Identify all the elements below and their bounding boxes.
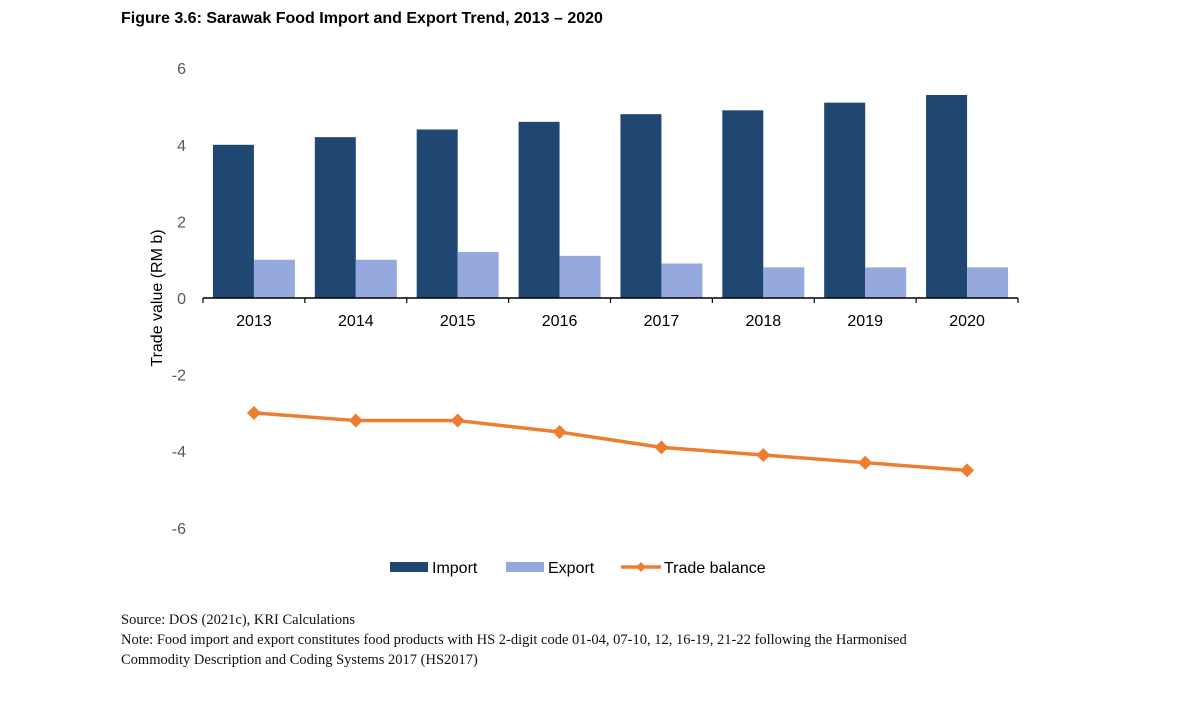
bar-export-2015	[457, 252, 499, 298]
y-tick-label: 4	[177, 138, 186, 155]
bar-import-2014	[314, 137, 356, 298]
bar-export-2013	[253, 259, 295, 298]
x-tick-label: 2014	[338, 313, 374, 330]
x-axis: 2013 2014 2015 2016 2017 2018 2019 2020	[202, 297, 1019, 330]
trade-balance-marker-2017	[654, 440, 669, 455]
bars	[212, 95, 1009, 298]
figure-footer: Source: DOS (2021c), KRI Calculations No…	[121, 610, 1081, 670]
bar-export-2018	[763, 267, 805, 298]
bar-import-2015	[416, 129, 458, 298]
legend-label-export: Export	[548, 560, 595, 577]
bar-import-2017	[620, 114, 662, 298]
trade-balance-marker-2016	[552, 425, 567, 440]
trade-balance-marker-2013	[246, 405, 261, 420]
bar-export-2014	[355, 259, 397, 298]
trade-balance-line-group	[246, 405, 975, 478]
bar-import-2013	[212, 144, 254, 298]
y-tick-label: -4	[172, 444, 186, 461]
note-text-line-2: Commodity Description and Coding Systems…	[121, 652, 478, 668]
legend-swatch-export	[506, 562, 544, 572]
trade-balance-marker-2020	[960, 463, 975, 478]
y-axis-ticks: -6 -4 -2 0 2 4 6	[172, 61, 186, 538]
x-tick-label: 2017	[644, 313, 680, 330]
bar-export-2020	[967, 267, 1009, 298]
y-tick-label: 0	[177, 291, 186, 308]
bar-import-2018	[722, 110, 764, 298]
y-tick-label: -2	[172, 368, 186, 385]
bar-import-2020	[926, 95, 968, 298]
note-text-line-1: Note: Food import and export constitutes…	[121, 632, 907, 648]
bar-export-2019	[865, 267, 907, 298]
trade-balance-marker-2019	[858, 455, 873, 470]
source-text: Source: DOS (2021c), KRI Calculations	[121, 612, 355, 628]
x-tick-label: 2015	[440, 313, 476, 330]
y-tick-label: -6	[172, 521, 186, 538]
x-tick-label: 2016	[542, 313, 578, 330]
y-tick-label: 2	[177, 214, 186, 231]
legend: Import Export Trade balance	[390, 560, 766, 577]
trade-balance-line	[253, 411, 968, 473]
bar-export-2016	[559, 255, 601, 298]
x-tick-label: 2019	[847, 313, 883, 330]
x-tick-label: 2013	[236, 313, 272, 330]
bar-export-2017	[661, 263, 703, 298]
y-tick-label: 6	[177, 61, 186, 78]
x-tick-label: 2020	[949, 313, 985, 330]
y-axis-title: Trade value (RM b)	[149, 229, 166, 366]
legend-label-import: Import	[432, 560, 478, 577]
bar-import-2019	[824, 102, 866, 298]
trade-balance-marker-2015	[450, 413, 465, 428]
legend-swatch-import	[390, 562, 428, 572]
trade-balance-marker-2014	[348, 413, 363, 428]
legend-label-trade-balance: Trade balance	[664, 560, 766, 577]
figure-title: Figure 3.6: Sarawak Food Import and Expo…	[121, 10, 603, 27]
bar-import-2016	[518, 121, 560, 298]
trade-balance-marker-2018	[756, 448, 771, 463]
x-tick-label: 2018	[746, 313, 782, 330]
legend-swatch-trade-balance-marker	[636, 562, 646, 572]
